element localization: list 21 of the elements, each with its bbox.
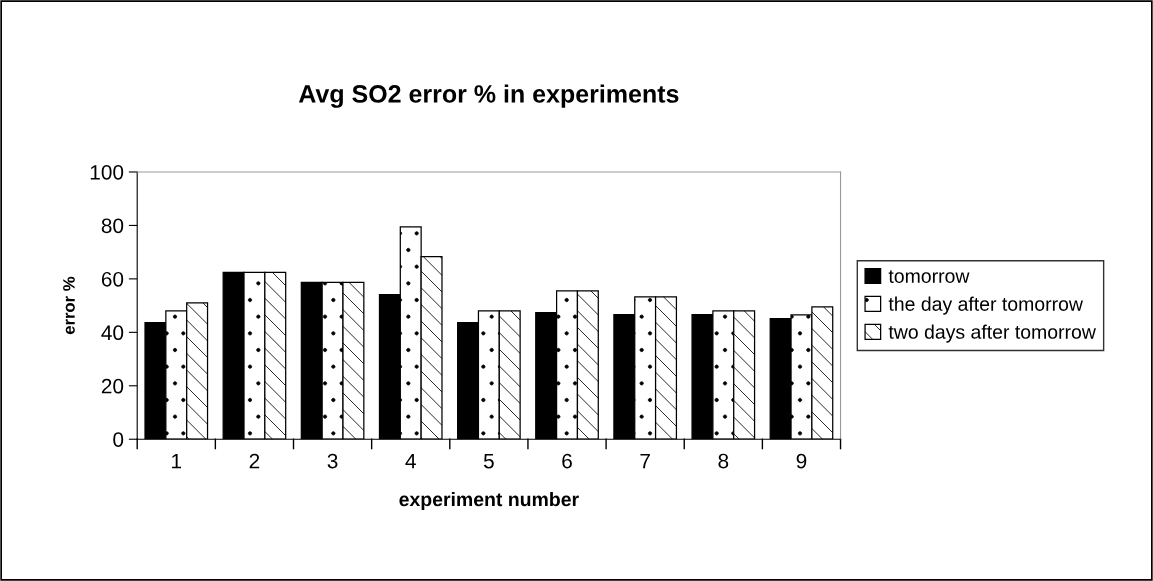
- x-tick-label: 1: [172, 453, 182, 469]
- x-tick-label: 2: [249, 453, 260, 469]
- x-tick-label: 7: [640, 453, 650, 469]
- y-tick-label: 40: [101, 325, 124, 341]
- y-tick-label: 100: [90, 164, 124, 180]
- x-tick-label: 6: [562, 453, 572, 469]
- x-tick-label: 3: [327, 453, 338, 469]
- y-tick-label: 60: [101, 271, 124, 287]
- x-tick-label: 9: [796, 453, 807, 469]
- x-tick-label: 8: [718, 453, 729, 469]
- x-tick-label: 5: [483, 453, 494, 469]
- x-axis-title: experiment number: [399, 491, 579, 511]
- y-tick-label: 80: [101, 218, 124, 234]
- legend-label: two days after tomorrow: [888, 324, 1096, 343]
- y-tick-label: 0: [113, 432, 124, 447]
- legend-label: the day after tomorrow: [888, 296, 1083, 315]
- legend-label: tomorrow: [888, 270, 970, 283]
- chart-title: Avg SO2 error % in experiments: [298, 84, 679, 108]
- x-tick-label: 4: [405, 453, 416, 469]
- y-axis-title: error %: [63, 276, 75, 335]
- y-tick-label: 20: [101, 378, 124, 394]
